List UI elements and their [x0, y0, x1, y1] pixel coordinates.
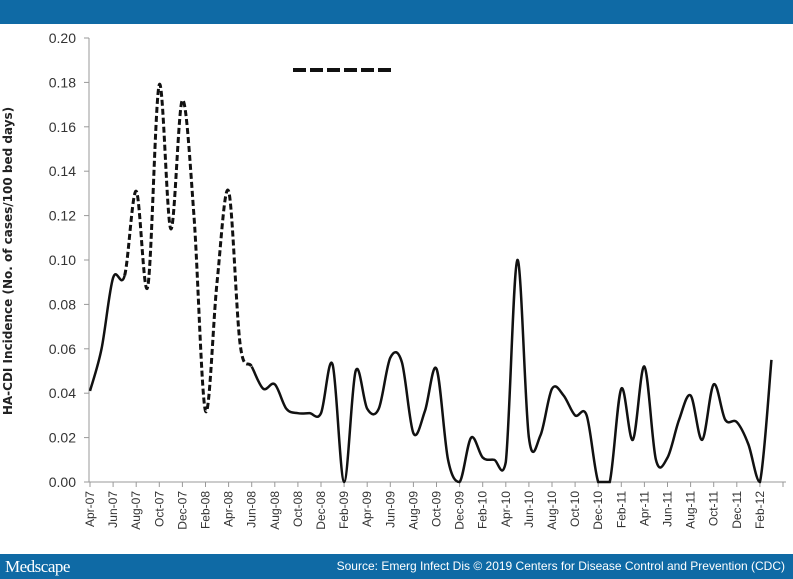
- x-tick-label: Dec-11: [730, 491, 744, 529]
- x-tick-label: Aug-11: [684, 491, 698, 529]
- x-tick-label: Apr-08: [222, 491, 236, 527]
- x-tick-label: Feb-10: [476, 491, 490, 529]
- x-tick-label: Aug-08: [268, 491, 282, 530]
- y-tick-label: 0.20: [49, 30, 76, 46]
- solid-series-segment: [250, 258, 773, 484]
- solid-series-segment: [88, 273, 126, 392]
- medscape-logo: Medscape: [5, 557, 70, 576]
- x-tick-label: Feb-12: [753, 491, 767, 529]
- x-tick-label: Feb-08: [199, 491, 213, 529]
- x-tick-label: Dec-10: [591, 491, 605, 530]
- x-tick-label: Oct-11: [707, 491, 721, 526]
- x-tick-label: Jun-09: [383, 491, 397, 528]
- x-tick-label: Oct-10: [568, 491, 582, 527]
- y-tick-label: 0.14: [49, 163, 76, 179]
- x-tick-label: Oct-09: [430, 491, 444, 527]
- x-tick-label: Aug-07: [129, 491, 143, 530]
- x-tick-label: Jun-08: [245, 491, 259, 528]
- x-tick-label: Oct-08: [291, 491, 305, 527]
- footer-bar: Medscape Source: Emerg Infect Dis © 2019…: [0, 554, 793, 579]
- x-tick-label: Feb-11: [614, 491, 628, 528]
- y-tick-label: 0.16: [49, 119, 76, 135]
- x-tick-label: Jun-10: [522, 491, 536, 528]
- x-tick-label: Apr-11: [637, 491, 651, 526]
- y-tick-label: 0.12: [49, 208, 76, 224]
- x-tick-label: Apr-10: [499, 491, 513, 527]
- y-tick-label: 0.00: [49, 474, 76, 490]
- y-axis-label-text: HA-CDI Incidence (No. of cases/100 bed d…: [1, 106, 15, 416]
- x-tick-label: Aug-10: [545, 491, 559, 530]
- x-tick-label: Dec-07: [175, 491, 189, 530]
- x-tick-label: Oct-07: [152, 491, 166, 527]
- source-credit: Source: Emerg Infect Dis © 2019 Centers …: [336, 559, 785, 573]
- x-tick-label: Feb-09: [337, 491, 351, 529]
- x-tick-label: Jun-07: [106, 491, 120, 528]
- x-tick-label: Apr-09: [360, 491, 374, 527]
- y-tick-label: 0.18: [49, 74, 76, 90]
- dashed-series-segment: [123, 83, 254, 414]
- y-tick-label: 0.08: [49, 296, 76, 312]
- x-tick-label: Jun-11: [661, 491, 675, 527]
- x-tick-label: Dec-08: [314, 491, 328, 530]
- x-tick-label: Apr-07: [83, 491, 97, 527]
- y-tick-label: 0.10: [49, 252, 76, 268]
- x-tick-label: Aug-09: [406, 491, 420, 530]
- y-tick-label: 0.06: [49, 341, 76, 357]
- header-bar: [0, 0, 793, 24]
- line-chart: 0.00 0.02 0.04 0.06 0.08 0.10 0.12 0.14 0.16 0.18…: [49, 30, 786, 530]
- y-tick-label: 0.04: [49, 385, 76, 401]
- y-tick-label: 0.02: [49, 430, 76, 446]
- x-tick-label: Dec-09: [453, 491, 467, 530]
